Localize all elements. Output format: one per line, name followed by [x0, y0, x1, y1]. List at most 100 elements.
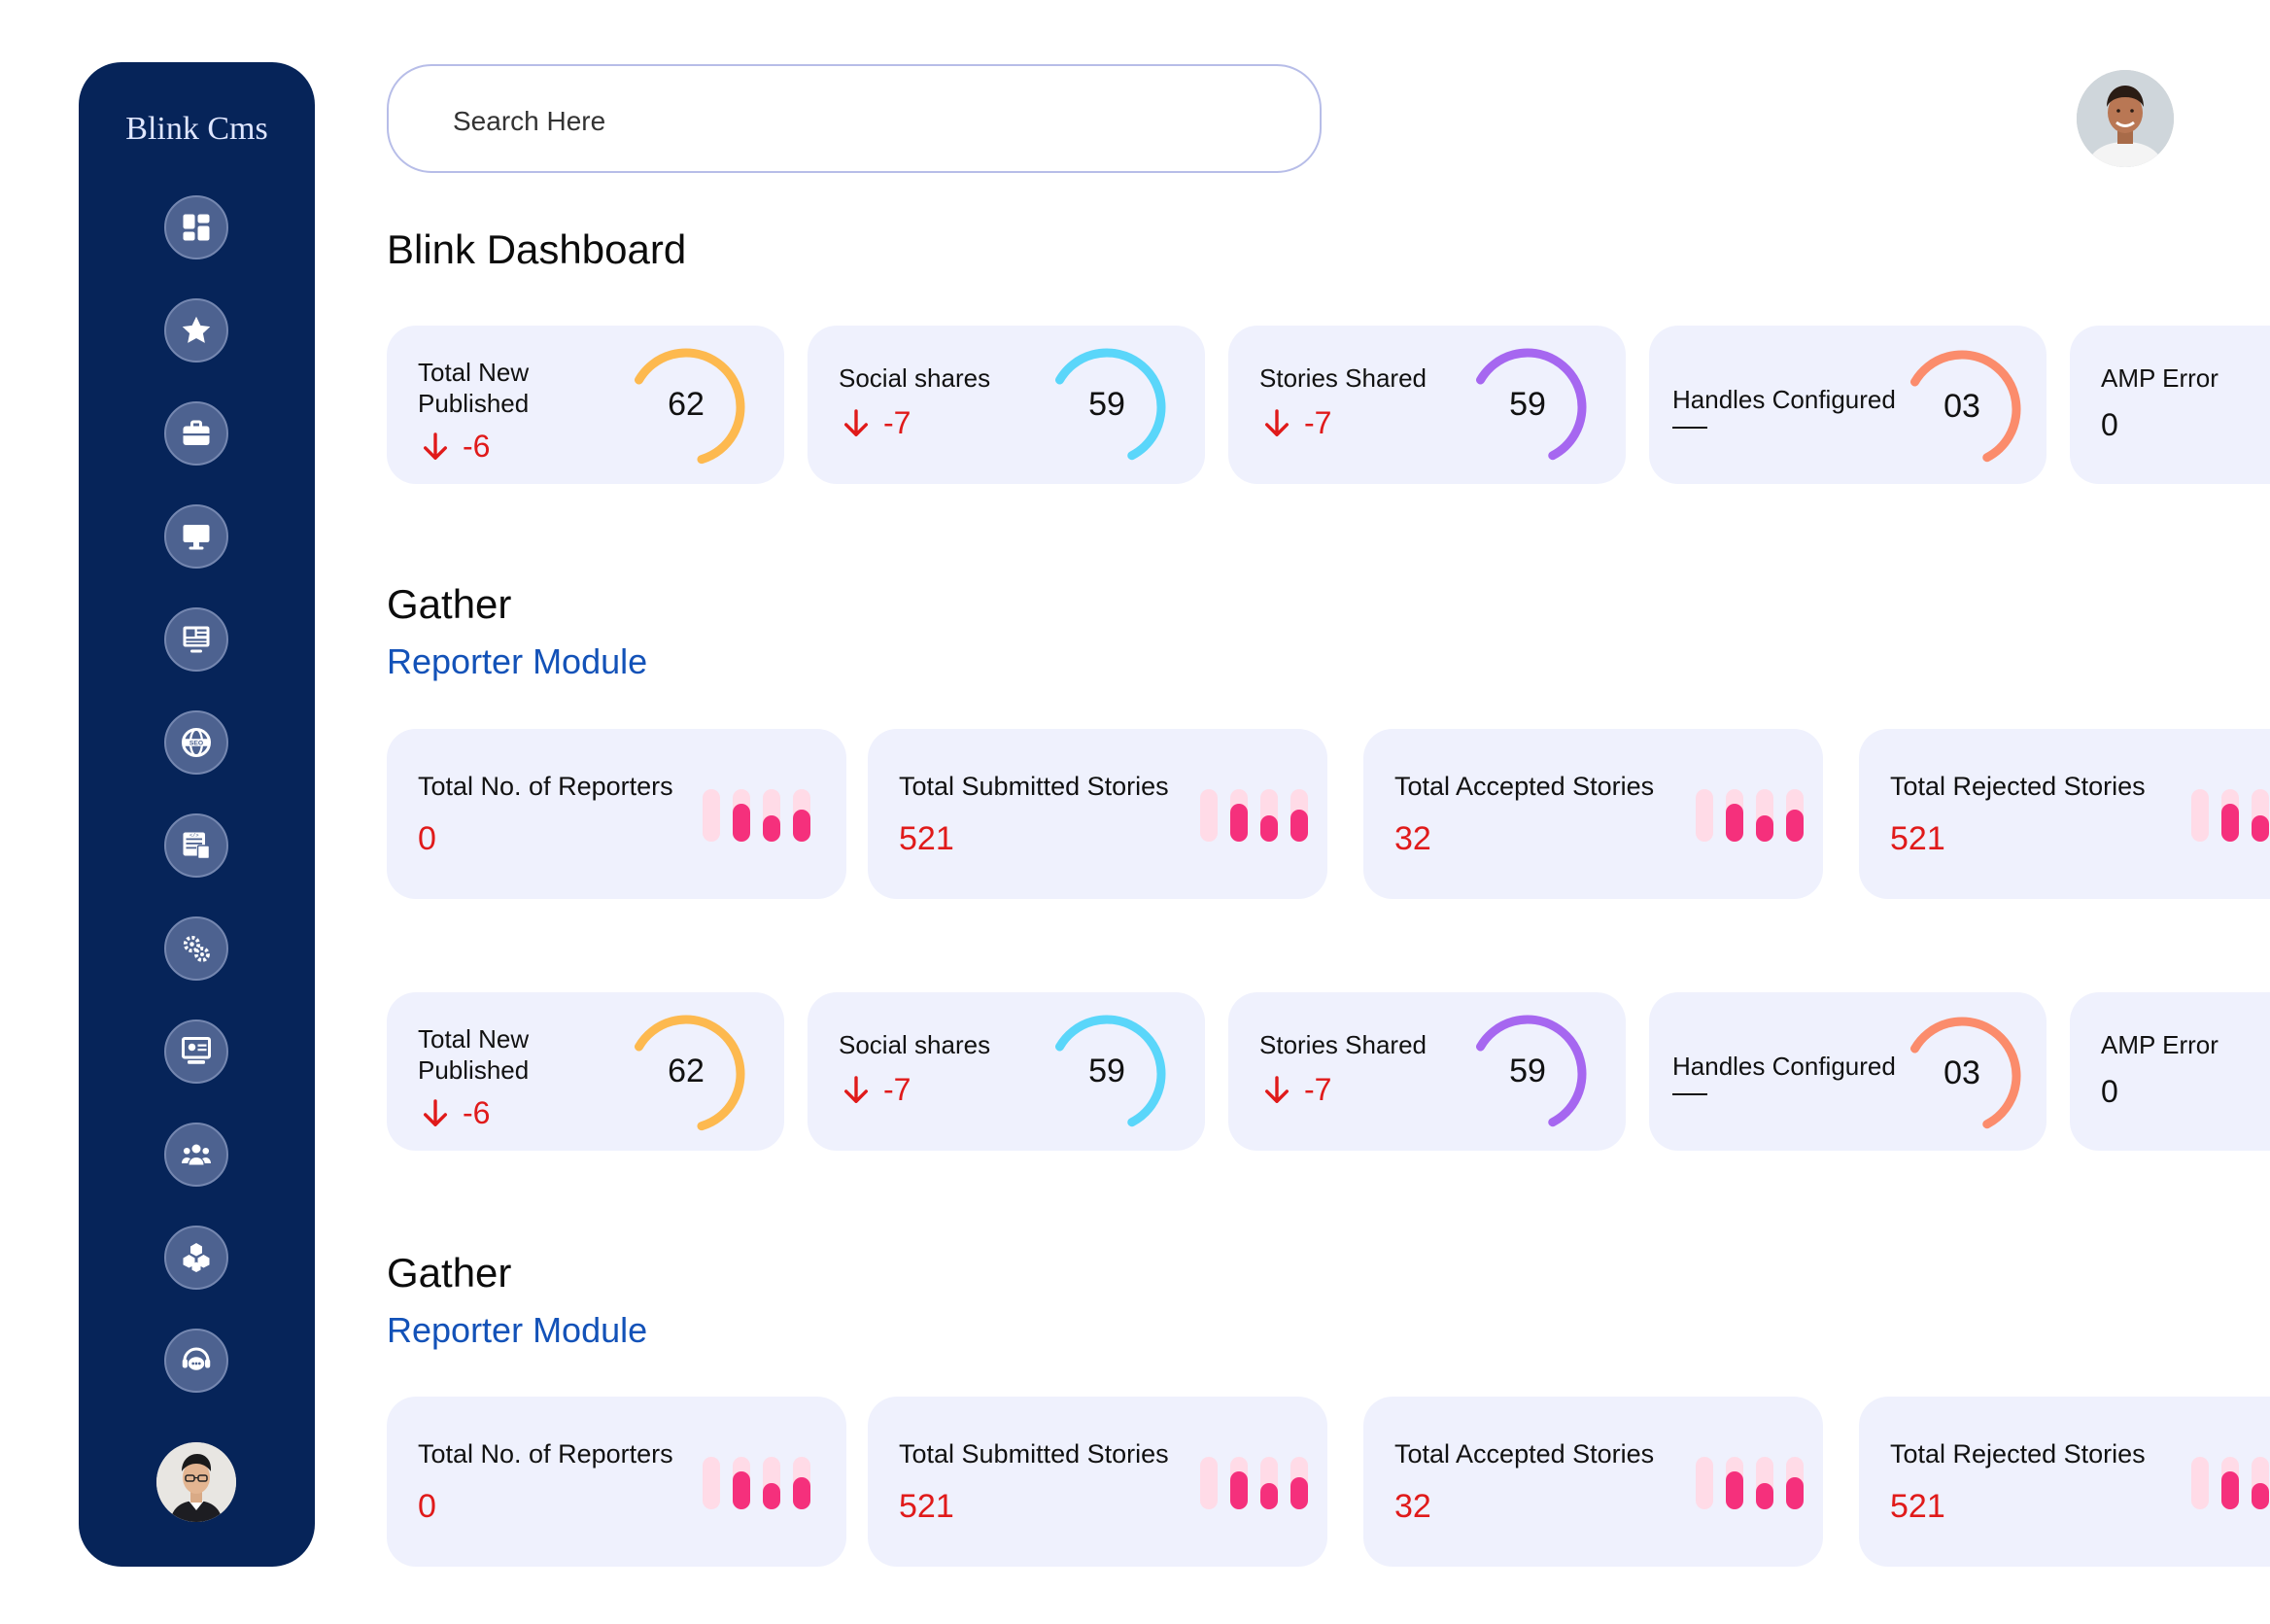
bar-fill [1230, 1471, 1248, 1509]
arrow-down-icon [424, 1098, 447, 1126]
reporter-card[interactable]: Total Accepted Stories 32 [1363, 1397, 1823, 1567]
stat-gauge: 03 [1898, 345, 2026, 473]
arrow-down-icon [844, 408, 868, 436]
stat-card[interactable]: Total New Published -6 62 [387, 992, 784, 1151]
profile-avatar[interactable] [2077, 70, 2174, 167]
gauge-arc [1048, 1015, 1166, 1133]
nav-display[interactable] [164, 504, 228, 569]
nav-seo[interactable]: SEO [164, 710, 228, 775]
reporter-card[interactable]: Total Submitted Stories 521 [868, 729, 1327, 899]
bar-track [1696, 789, 1713, 842]
reporter-value: 521 [1890, 820, 1945, 857]
nav-favorites[interactable] [164, 298, 228, 363]
stat-delta: -7 [843, 405, 911, 441]
nav-users[interactable] [164, 1123, 228, 1187]
bar-fill [2221, 1471, 2239, 1509]
brand-logo[interactable]: Blink Cms [125, 111, 268, 147]
bar-track [793, 1457, 810, 1509]
stat-card[interactable]: Social shares -7 59 [808, 326, 1205, 484]
stat-label: Total New Published [418, 358, 530, 418]
bar-fill [733, 1471, 750, 1509]
nav-inventory[interactable] [164, 1226, 228, 1290]
section-title-gather: Gather [387, 1250, 512, 1296]
bar-fill [2252, 1483, 2269, 1509]
stat-value: 59 [1509, 386, 1546, 423]
bar-track [1200, 1457, 1218, 1509]
stat-value: 0 [2101, 1074, 2118, 1109]
bar-track [703, 1457, 720, 1509]
bar-track [1260, 1457, 1278, 1509]
stat-delta: -6 [422, 429, 490, 465]
bar-track [1756, 789, 1773, 842]
bar-track [1290, 1457, 1308, 1509]
reporter-card[interactable]: Total Accepted Stories 32 [1363, 729, 1823, 899]
stat-empty-delta [1672, 427, 1707, 429]
bar-track [733, 789, 750, 842]
dashboard-icon [183, 214, 210, 241]
gauge-arc [1048, 348, 1166, 466]
nav-settings[interactable] [164, 916, 228, 981]
reporter-label: Total Accepted Stories [1394, 1439, 1655, 1469]
bar-track [2252, 789, 2269, 842]
stat-card[interactable]: AMP Error 0 [2070, 326, 2270, 484]
reporter-value: 32 [1394, 820, 1431, 857]
stat-value: 0 [2101, 407, 2118, 442]
svg-text:</>: </> [189, 833, 198, 839]
gauge-arc [627, 1015, 745, 1133]
stat-card[interactable]: Handles Configured 03 [1649, 992, 2046, 1151]
bar-track [1786, 1457, 1804, 1509]
bar-fill [1756, 1483, 1773, 1509]
stat-card[interactable]: Total New Published -6 62 [387, 326, 784, 484]
reporter-label: Total Accepted Stories [1394, 772, 1655, 801]
stat-label: Total New Published [418, 1024, 530, 1085]
bar-track [1230, 789, 1248, 842]
reporter-card[interactable]: Total No. of Reporters 0 [387, 729, 846, 899]
search-bar[interactable] [387, 64, 1322, 173]
presentation-icon [182, 1037, 211, 1064]
stat-card[interactable]: Stories Shared -7 59 [1228, 992, 1626, 1151]
reporter-card[interactable]: Total Submitted Stories 521 [868, 1397, 1327, 1567]
nav-news[interactable] [164, 607, 228, 672]
stat-gauge: 59 [1043, 343, 1171, 471]
arrow-down-icon [844, 1075, 868, 1103]
stat-label: Stories Shared [1259, 363, 1427, 393]
section-subtitle-reporter[interactable]: Reporter Module [387, 1310, 648, 1350]
nav-jobs[interactable] [164, 401, 228, 466]
stat-card[interactable]: Social shares -7 59 [808, 992, 1205, 1151]
reporter-label: Total Submitted Stories [899, 1439, 1169, 1469]
user-avatar-icon [2077, 70, 2174, 167]
nav-presentation[interactable] [164, 1019, 228, 1084]
bar-fill [2252, 815, 2269, 842]
stat-value: 59 [1088, 1053, 1125, 1089]
reporter-card[interactable]: Total Rejected Stories 521 [1859, 1397, 2270, 1567]
bar-fill [1260, 1483, 1278, 1509]
sidebar-user-avatar[interactable] [156, 1442, 236, 1522]
bar-fill [1260, 815, 1278, 842]
nav-web-content[interactable]: </> [164, 813, 228, 878]
search-input[interactable] [451, 101, 1232, 142]
svg-text:SEO: SEO [189, 741, 203, 747]
gauge-arc [1903, 1017, 2021, 1135]
reporter-card[interactable]: Total No. of Reporters 0 [387, 1397, 846, 1567]
stat-value: 62 [668, 1053, 705, 1089]
mini-bar-chart [1200, 1457, 1308, 1509]
nav-support[interactable] [164, 1329, 228, 1393]
mini-bar-chart [1200, 789, 1308, 842]
reporter-label: Total No. of Reporters [418, 1439, 673, 1469]
stat-delta: -6 [422, 1095, 490, 1131]
reporter-value: 521 [899, 820, 954, 857]
stat-card[interactable]: Handles Configured 03 [1649, 326, 2046, 484]
stat-card[interactable]: AMP Error 0 [2070, 992, 2270, 1151]
stat-card[interactable]: Stories Shared -7 59 [1228, 326, 1626, 484]
bar-track [1726, 1457, 1743, 1509]
nav-dashboard[interactable] [164, 195, 228, 259]
stat-gauge: 62 [622, 1010, 750, 1138]
reporter-label: Total Rejected Stories [1890, 1439, 2146, 1469]
bar-track [1230, 1457, 1248, 1509]
stat-label: AMP Error [2101, 1030, 2218, 1059]
section-subtitle-reporter[interactable]: Reporter Module [387, 641, 648, 681]
monitor-icon [183, 525, 210, 550]
reporter-card[interactable]: Total Rejected Stories 521 [1859, 729, 2270, 899]
gauge-arc [627, 348, 745, 466]
